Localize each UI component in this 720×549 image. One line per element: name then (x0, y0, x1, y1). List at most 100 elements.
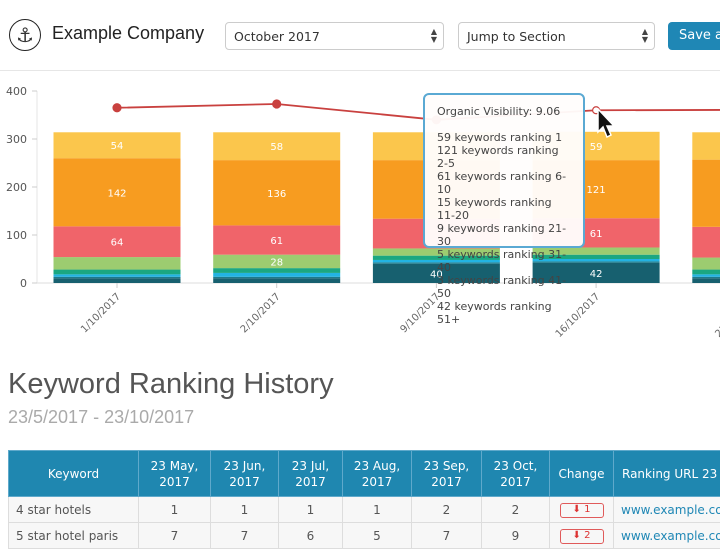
rank-cell: 5 (343, 523, 412, 549)
anchor-icon: ⚓ (9, 19, 41, 51)
tooltip-line: 59 keywords ranking 1 (437, 131, 571, 144)
col-date[interactable]: 23 May, 2017 (139, 451, 211, 497)
bar-segment[interactable] (692, 132, 720, 159)
change-cell: ⬇︎ 1 (550, 497, 614, 523)
month-select[interactable]: October 2017 ▲▼ (225, 22, 444, 50)
organic-visibility-line (117, 104, 720, 120)
bar-value-label: 54 (111, 141, 124, 152)
col-date[interactable]: 23 Jul, 2017 (279, 451, 343, 497)
bar-segment[interactable] (54, 270, 181, 275)
change-cell: ⬇︎ 2 (550, 523, 614, 549)
y-tick-label: 400 (6, 85, 27, 98)
tooltip-line: 61 keywords ranking 6-10 (437, 170, 571, 196)
select-arrows-icon: ▲▼ (431, 28, 437, 44)
tooltip-title: Organic Visibility: 9.06 (437, 105, 571, 118)
keyword-cell: 5 star hotel paris (9, 523, 139, 549)
bar-segment[interactable] (692, 278, 720, 283)
section-title: Keyword Ranking History (8, 368, 334, 401)
bar-segment[interactable] (54, 277, 181, 278)
col-date[interactable]: 23 Jun, 2017 (211, 451, 279, 497)
ranking-table: Keyword 23 May, 2017 23 Jun, 2017 23 Jul… (8, 450, 720, 549)
bar-segment[interactable] (213, 268, 340, 273)
month-select-value: October 2017 (234, 29, 320, 44)
bar-value-label: 64 (111, 238, 124, 249)
bar-segment[interactable] (54, 257, 181, 269)
company-name: Example Company (52, 23, 204, 44)
x-tick-label: 23/10/2017 (713, 291, 720, 340)
ranking-url-link[interactable]: www.example.com/ (614, 497, 720, 523)
change-value: 1 (584, 504, 590, 515)
rank-cell: 1 (211, 497, 279, 523)
x-tick-label: 2/10/2017 (239, 291, 283, 335)
tooltip-line: 9 keywords ranking 21-30 (437, 222, 571, 248)
bar-segment[interactable] (213, 273, 340, 277)
y-tick-label: 0 (20, 277, 27, 290)
header: ⚓ Example Company October 2017 ▲▼ Jump to… (0, 0, 720, 71)
rank-cell: 1 (139, 497, 211, 523)
select-arrows-icon: ▲▼ (642, 28, 648, 44)
bar-value-label: 121 (587, 185, 606, 196)
col-date[interactable]: 23 Oct, 2017 (482, 451, 550, 497)
visibility-point[interactable] (113, 104, 121, 112)
bar-segment[interactable] (213, 277, 340, 278)
bar-value-label: 61 (590, 229, 603, 240)
bar-segment[interactable] (692, 160, 720, 227)
bar-value-label: 142 (107, 188, 126, 199)
x-tick-label: 1/10/2017 (79, 291, 123, 335)
bar-segment[interactable] (692, 227, 720, 258)
save-as-button[interactable]: Save as (668, 22, 720, 50)
jump-to-section-select[interactable]: Jump to Section ▲▼ (458, 22, 655, 50)
rank-cell: 7 (139, 523, 211, 549)
ranking-url-link[interactable]: www.example.com/ (614, 523, 720, 549)
col-date[interactable]: 23 Sep, 2017 (412, 451, 482, 497)
tooltip-line: 3 keywords ranking 41-50 (437, 274, 571, 300)
tooltip-line: 42 keywords ranking 51+ (437, 300, 571, 326)
rank-cell: 7 (211, 523, 279, 549)
rank-cell: 2 (412, 497, 482, 523)
mouse-cursor-icon (597, 108, 617, 140)
bar-segment[interactable] (692, 277, 720, 278)
chart-tooltip: Organic Visibility: 9.06 59 keywords ran… (423, 93, 585, 248)
bar-segment[interactable] (692, 258, 720, 270)
y-tick-label: 100 (6, 229, 27, 242)
change-badge: ⬇︎ 2 (560, 529, 604, 544)
rank-cell: 6 (279, 523, 343, 549)
jump-select-value: Jump to Section (467, 29, 566, 44)
table-header-row: Keyword 23 May, 2017 23 Jun, 2017 23 Jul… (9, 451, 720, 497)
y-tick-label: 300 (6, 133, 27, 146)
bar-value-label: 42 (590, 269, 603, 280)
rank-cell: 1 (279, 497, 343, 523)
down-arrow-icon: ⬇︎ (573, 504, 581, 515)
col-ranking-url[interactable]: Ranking URL 23 Oct (614, 451, 720, 497)
x-tick-label: 9/10/2017 (398, 291, 442, 335)
col-change[interactable]: Change (550, 451, 614, 497)
visibility-point[interactable] (273, 100, 281, 108)
down-arrow-icon: ⬇︎ (573, 530, 581, 541)
bar-segment[interactable] (54, 274, 181, 276)
date-range: 23/5/2017 - 23/10/2017 (8, 407, 194, 428)
bar-segment[interactable] (54, 278, 181, 283)
bar-value-label: 61 (270, 236, 283, 247)
rank-cell: 9 (482, 523, 550, 549)
change-value: 2 (584, 530, 590, 541)
bar-segment[interactable] (692, 274, 720, 276)
change-badge: ⬇︎ 1 (560, 503, 604, 518)
tooltip-line: 5 keywords ranking 31-40 (437, 248, 571, 274)
bar-value-label: 136 (267, 189, 286, 200)
rank-cell: 7 (412, 523, 482, 549)
bar-segment[interactable] (692, 270, 720, 275)
col-date[interactable]: 23 Aug, 2017 (343, 451, 412, 497)
bar-segment[interactable] (213, 278, 340, 283)
bar-value-label: 59 (590, 142, 603, 153)
bar-value-label: 28 (270, 257, 283, 268)
bar-value-label: 58 (270, 142, 283, 153)
tooltip-line: 15 keywords ranking 11-20 (437, 196, 571, 222)
keyword-cell: 4 star hotels (9, 497, 139, 523)
rank-cell: 1 (343, 497, 412, 523)
col-keyword[interactable]: Keyword (9, 451, 139, 497)
rank-cell: 2 (482, 497, 550, 523)
y-tick-label: 200 (6, 181, 27, 194)
tooltip-line: 121 keywords ranking 2-5 (437, 144, 571, 170)
